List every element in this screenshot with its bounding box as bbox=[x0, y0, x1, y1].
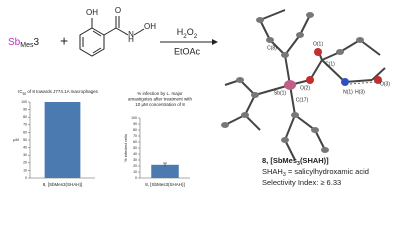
y-axis-label: μM bbox=[13, 137, 19, 142]
definition-part: 3 bbox=[283, 172, 286, 178]
solvent: EtOAc bbox=[174, 46, 201, 56]
atoms bbox=[221, 12, 364, 153]
bar bbox=[44, 102, 81, 178]
y-tick-label: 100 bbox=[21, 100, 27, 104]
y-tick-label: 90 bbox=[133, 122, 137, 126]
oxidant: H2O2 bbox=[177, 27, 198, 40]
atom-label: Sb(1) bbox=[274, 90, 287, 96]
compound-name-part: (SHAH)] bbox=[300, 156, 329, 165]
reagent: SbMes3 bbox=[8, 37, 39, 50]
y-tick-label: 10 bbox=[23, 168, 27, 172]
y-tick-label: 30 bbox=[133, 158, 137, 162]
n-atom bbox=[341, 78, 349, 86]
atom-symbol: OH bbox=[144, 22, 156, 31]
atom-label: O(1) bbox=[313, 41, 323, 47]
y-tick-label: 90 bbox=[23, 108, 27, 112]
atom-label: C(8) bbox=[267, 45, 277, 51]
reagent-part: 3 bbox=[33, 37, 39, 48]
y-tick-label: 80 bbox=[23, 115, 27, 119]
definition-part: SHAH bbox=[262, 167, 283, 176]
arrow-head bbox=[212, 39, 218, 45]
atom-label: C(1) bbox=[325, 61, 335, 67]
compound-name: 8, [SbMes3(SHAH)] bbox=[262, 156, 329, 167]
reagent-part: Mes bbox=[20, 42, 34, 49]
atom-symbol: N bbox=[128, 30, 134, 39]
y-tick-label: 40 bbox=[133, 152, 137, 156]
chart-title: IC50 of 8 towards J774.1A macrophages bbox=[18, 89, 99, 96]
chart-title: 10 μM concentration of 8 bbox=[135, 102, 185, 107]
atom-symbol: O bbox=[115, 6, 121, 15]
y-tick-label: 0 bbox=[135, 176, 137, 180]
atom-label: C(17) bbox=[296, 97, 309, 103]
x-tick-label: 8, [SbMes3(SHAH)] bbox=[43, 182, 83, 187]
y-tick-label: 60 bbox=[133, 140, 137, 144]
definition-part: = salicylhydroxamic acid bbox=[286, 167, 369, 176]
oxidant-part: 2 bbox=[183, 33, 187, 40]
reagent-part: Sb bbox=[8, 37, 21, 48]
y-tick-label: 50 bbox=[133, 146, 137, 150]
y-tick-label: 20 bbox=[133, 164, 137, 168]
y-tick-label: 20 bbox=[23, 161, 27, 165]
chart-title-part: IC bbox=[18, 89, 23, 94]
h-bond bbox=[349, 81, 376, 85]
y-tick-label: 80 bbox=[133, 128, 137, 132]
oxidant-part: H bbox=[177, 27, 184, 37]
sb-atom bbox=[284, 80, 296, 90]
chart-title: % infection by L. major bbox=[137, 91, 183, 96]
molecule bbox=[79, 16, 145, 57]
chart-title-part: of 8 towards J774.1A macrophages bbox=[26, 89, 99, 94]
selectivity: Selectivity Index: ≥ 6.33 bbox=[262, 178, 341, 187]
y-tick-label: 100 bbox=[131, 116, 137, 120]
compound-name-part: 8, [SbMes bbox=[262, 156, 297, 165]
atom-symbol: OH bbox=[86, 8, 98, 17]
o-atom bbox=[374, 76, 382, 84]
chart-title: amastigotes after treatment with bbox=[128, 97, 193, 102]
o-atom bbox=[306, 76, 314, 84]
x-tick-label: 8, [SbMes3(SHAH)] bbox=[145, 182, 185, 187]
atom-label: H(3) bbox=[355, 89, 365, 95]
oxidant-part: O bbox=[187, 27, 194, 37]
compound-name-part: 3 bbox=[297, 161, 300, 167]
y-axis-label: % infected cells bbox=[123, 134, 128, 162]
y-tick-label: 10 bbox=[133, 170, 137, 174]
plus-sign: + bbox=[60, 33, 68, 49]
atom-label: O(2) bbox=[300, 85, 310, 91]
y-tick-label: 0 bbox=[25, 176, 27, 180]
atom-label: O(3) bbox=[380, 81, 390, 87]
bar bbox=[151, 164, 179, 178]
y-tick-label: 50 bbox=[23, 138, 27, 142]
definition: SHAH3 = salicylhydroxamic acid bbox=[262, 167, 369, 178]
atom-label: N(1) bbox=[343, 89, 353, 95]
o-atom bbox=[314, 48, 322, 56]
oxidant-part: 2 bbox=[194, 33, 198, 40]
y-tick-label: 40 bbox=[23, 146, 27, 150]
chart-title-part: 50 bbox=[23, 92, 27, 96]
y-tick-label: 30 bbox=[23, 153, 27, 157]
y-tick-label: 70 bbox=[23, 123, 27, 127]
atom-symbol: H bbox=[128, 35, 134, 44]
y-tick-label: 60 bbox=[23, 130, 27, 134]
y-tick-label: 70 bbox=[133, 134, 137, 138]
